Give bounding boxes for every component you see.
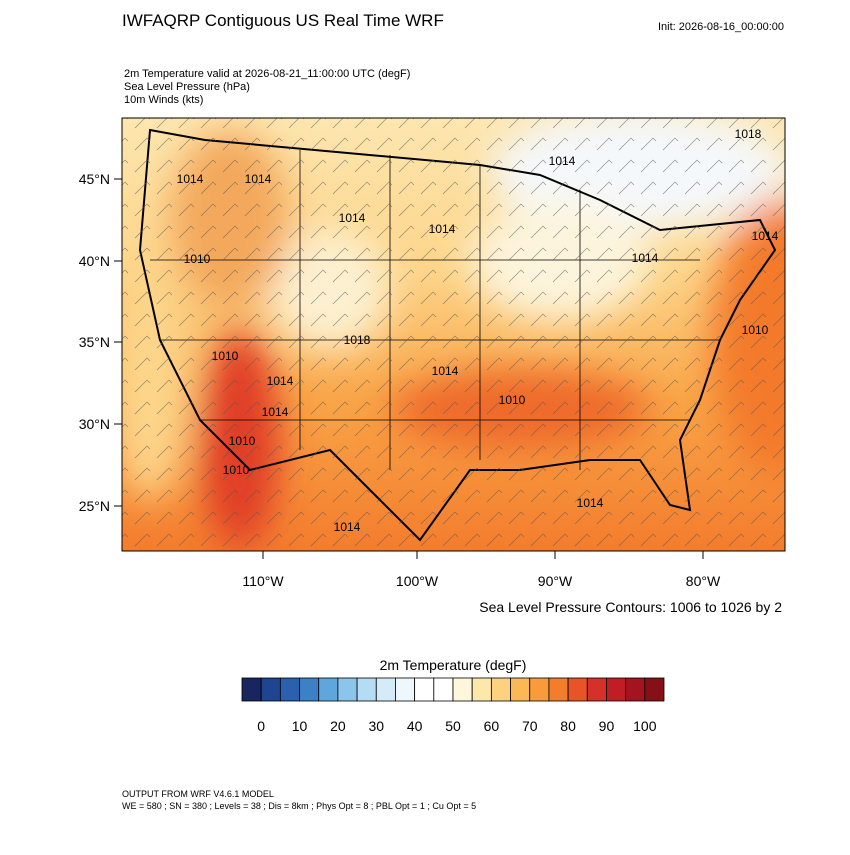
contour-label: 1014: [334, 520, 361, 534]
colorbar-swatch: [299, 677, 320, 702]
colorbar-swatch: [625, 677, 646, 702]
colorbar-label: 50: [445, 718, 461, 734]
colorbar-label: 60: [484, 718, 500, 734]
colorbar-label: 20: [330, 718, 346, 734]
colorbar-label: 10: [292, 718, 308, 734]
contour-label: 1014: [267, 374, 294, 388]
contour-label: 1014: [429, 222, 456, 236]
lon-label: 100°W: [396, 573, 439, 589]
contour-label: 1010: [742, 323, 769, 337]
contour-labels: 1018 1014 1014 1014 1014 1014 1014 1014 1010 1010…: [177, 127, 779, 534]
contour-info: Sea Level Pressure Contours: 1006 to 102…: [479, 599, 782, 615]
lon-label: 90°W: [538, 573, 573, 589]
map-frame: [121, 117, 786, 552]
colorbar-swatch: [529, 677, 550, 702]
lat-label: 25°N: [79, 498, 110, 514]
field-label: 2m Temperature valid at 2026-08-21_11:00…: [124, 68, 410, 80]
colorbar-swatch: [644, 677, 665, 702]
contour-label: 1014: [632, 251, 659, 265]
colorbar-swatch: [279, 677, 300, 702]
colorbar-swatch: [567, 677, 588, 702]
lon-label: 110°W: [242, 573, 284, 589]
colorbar-swatch: [510, 677, 531, 702]
contour-label: 1010: [499, 393, 526, 407]
contour-label: 1010: [212, 349, 239, 363]
colorbar-swatch: [375, 677, 396, 702]
colorbar-title: 2m Temperature (degF): [380, 657, 527, 673]
contour-label: 1014: [262, 405, 289, 419]
init-time: Init: 2026-08-16_00:00:00: [658, 21, 784, 33]
contour-label: 1014: [549, 154, 576, 168]
contour-label: 1014: [339, 211, 366, 225]
colorbar-swatch: [548, 677, 569, 702]
lat-label: 40°N: [79, 253, 110, 269]
colorbar-label: 30: [368, 718, 384, 734]
colorbar-swatch: [260, 677, 281, 702]
contour-label: 1010: [184, 252, 211, 266]
field-label: 10m Winds (kts): [124, 94, 203, 106]
map-field: [122, 118, 785, 551]
colorbar-swatch: [471, 677, 492, 702]
contour-label: 1014: [577, 496, 604, 510]
colorbar-label: 90: [599, 718, 615, 734]
footer-line: WE = 580 ; SN = 380 ; Levels = 38 ; Dis …: [122, 801, 476, 811]
lat-label: 45°N: [79, 171, 110, 187]
contour-label: 1014: [245, 172, 272, 186]
lon-label: 80°W: [686, 573, 721, 589]
colorbar-swatch: [490, 677, 511, 702]
colorbar-swatch: [318, 677, 339, 702]
colorbar-label: 100: [633, 718, 657, 734]
lat-label: 30°N: [79, 416, 110, 432]
colorbar: 0 10 20 30 40 50 60 70 80 90 100: [241, 677, 665, 734]
colorbar-label: 70: [522, 718, 538, 734]
colorbar-swatch: [452, 677, 473, 702]
contour-label: 1018: [735, 127, 762, 141]
contour-label: 1010: [229, 434, 256, 448]
contour-label: 1014: [432, 364, 459, 378]
field-label: Sea Level Pressure (hPa): [124, 81, 250, 93]
colorbar-swatch: [586, 677, 607, 702]
colorbar-swatch: [395, 677, 416, 702]
footer-line: OUTPUT FROM WRF V4.6.1 MODEL: [122, 789, 274, 799]
colorbar-label: 40: [407, 718, 423, 734]
colorbar-swatch: [606, 677, 627, 702]
title: IWFAQRP Contiguous US Real Time WRF: [122, 11, 444, 30]
contour-label: 1014: [752, 229, 779, 243]
axes: 45°N 40°N 35°N 30°N 25°N 110°W 100°W 90°W 80°W: [79, 171, 721, 589]
colorbar-label: 80: [560, 718, 576, 734]
lat-label: 35°N: [79, 334, 110, 350]
colorbar-swatch: [241, 677, 262, 702]
colorbar-swatch: [414, 677, 435, 702]
contour-label: 1018: [344, 333, 371, 347]
colorbar-label: 0: [257, 718, 265, 734]
colorbar-swatch: [337, 677, 358, 702]
colorbar-swatch: [433, 677, 454, 702]
contour-label: 1014: [177, 172, 204, 186]
colorbar-swatch: [356, 677, 377, 702]
contour-label: 1010: [223, 463, 250, 477]
